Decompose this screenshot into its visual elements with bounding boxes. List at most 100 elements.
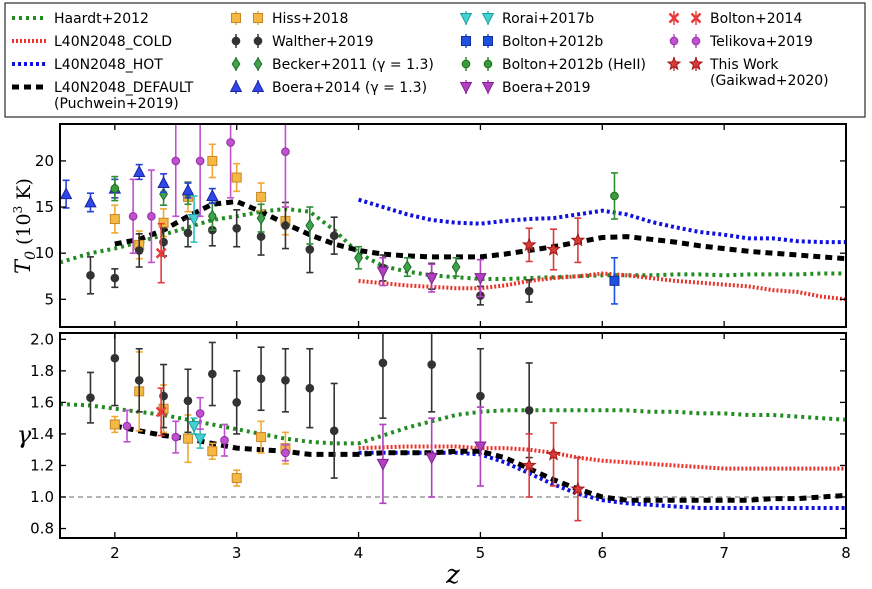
legend-entry-boera-2019: Boera+2019 [459, 80, 590, 96]
top-point-hiss-2018 [231, 162, 242, 193]
bottom-point-hiss-2018 [109, 415, 120, 434]
bottom-point-walther-2019 [281, 347, 290, 413]
legend-marker-circle [253, 36, 263, 46]
legend-marker-triangle-down [459, 13, 473, 25]
top-point-walther-2019 [524, 279, 534, 303]
marker-triangle-down [376, 458, 390, 471]
marker-square [109, 214, 120, 225]
top-point-bolton-2012b [609, 256, 620, 305]
marker-triangle-down [425, 452, 438, 465]
marker-circle [232, 223, 242, 233]
marker-square [231, 473, 242, 484]
legend-marker-star [688, 56, 704, 71]
top-point-boera-2019 [376, 256, 390, 287]
bottom-point-telikova-2019 [171, 420, 181, 454]
legend-label-sub: (Gaikwad+2020) [710, 73, 829, 89]
marker-circle [610, 191, 619, 201]
bottom-y-axis-label: γ [17, 421, 32, 449]
marker-x [155, 406, 167, 418]
top-point-bolton-2012b-heii [610, 172, 619, 220]
legend-label: Telikova+2019 [709, 34, 813, 50]
bottom-axes-frame [59, 332, 847, 539]
top-point-telikova-2019 [128, 178, 138, 254]
marker-square [207, 446, 218, 457]
y-tick-label: 1.2 [30, 456, 54, 474]
legend-label: Boera+2014 (γ = 1.3) [272, 80, 427, 96]
marker-circle [171, 432, 181, 442]
marker-circle [134, 375, 144, 385]
bottom-point-walther-2019 [159, 363, 168, 429]
legend-marker-square [253, 13, 263, 23]
y-tick-label: 20 [35, 152, 54, 170]
marker-circle [208, 369, 217, 379]
y-tick-label: 10 [35, 244, 54, 262]
legend-entry-hiss-2018: Hiss+2018 [231, 11, 348, 27]
top-point-becker-2011 [256, 203, 266, 233]
marker-triangle-down [187, 421, 201, 433]
legend-entry-l40n2048-cold: L40N2048_COLD [12, 34, 172, 50]
marker-triangle-up [132, 165, 146, 177]
top-point-bolton-2012b-heii [110, 175, 120, 202]
top-point-telikova-2019 [281, 124, 290, 208]
y-tick-label: 1.0 [30, 488, 54, 506]
legend-marker-square [483, 36, 493, 46]
legend-label: Walther+2019 [272, 34, 374, 50]
legend-label: L40N2048_COLD [54, 34, 172, 50]
legend-label: Bolton+2012b [502, 34, 603, 50]
top-line-l40n2048-hot [358, 197, 846, 245]
legend-entry-bolton-2014: Bolton+2014 [668, 11, 802, 27]
top-point-walther-2019 [281, 201, 290, 250]
top-line-l40n2048-cold [358, 271, 846, 302]
top-point-hiss-2018 [109, 204, 120, 234]
bottom-point-telikova-2019 [195, 396, 205, 430]
bottom-point-walther-2019 [110, 333, 120, 407]
marker-circle [110, 353, 120, 363]
top-panel: 5 10 15 20 T0 (103 K) [11, 123, 847, 328]
bottom-point-walther-2019 [208, 341, 217, 407]
marker-circle [476, 391, 485, 401]
top-point-boera-2014 [206, 187, 219, 205]
marker-star [570, 232, 586, 247]
y-tick-label: 2.0 [30, 330, 54, 348]
marker-circle [183, 228, 193, 238]
marker-circle [110, 184, 120, 193]
top-point-walther-2019 [329, 216, 339, 255]
bottom-point-this-work-gaikwad-2020 [546, 422, 561, 487]
top-point-boera-2014 [181, 182, 195, 199]
top-point-boera-2014 [132, 163, 146, 181]
marker-circle [134, 246, 144, 255]
top-data-points [60, 124, 620, 306]
x-tick-label: 2 [110, 544, 120, 562]
y-tick-label: 5 [44, 290, 54, 308]
marker-diamond [451, 260, 461, 274]
marker-star [521, 237, 537, 252]
legend-entry-this-work: This Work(Gaikwad+2020) [666, 56, 829, 89]
bottom-point-hiss-2018 [231, 469, 242, 487]
legend-marker-x [668, 12, 680, 24]
top-line-haardt-2012 [60, 206, 846, 281]
legend-label: Hiss+2018 [272, 11, 348, 27]
marker-circle [195, 156, 205, 166]
marker-triangle-down [425, 273, 438, 286]
x-tick-label: 3 [232, 544, 242, 562]
top-point-telikova-2019 [171, 124, 181, 218]
bottom-panel: 0.8 1.0 1.2 1.4 1.6 1.8 2.0 2 3 4 5 6 7 8 γ z [17, 330, 851, 589]
marker-triangle-up [60, 187, 73, 200]
bottom-point-walther-2019 [134, 347, 144, 413]
legend-marker-triangle-down [481, 82, 495, 94]
marker-triangle-down [187, 214, 201, 226]
marker-circle [183, 396, 193, 406]
bottom-point-this-work-gaikwad-2020 [521, 433, 537, 498]
marker-circle [195, 409, 205, 418]
bottom-point-walther-2019 [256, 346, 266, 412]
marker-circle [281, 375, 290, 385]
marker-circle [427, 360, 436, 369]
legend-label: L40N2048_HOT [54, 57, 163, 73]
marker-circle [226, 138, 235, 147]
bottom-point-boera-2019 [376, 423, 390, 505]
legend-label: Bolton+2014 [710, 11, 802, 27]
marker-triangle-down [376, 266, 390, 279]
marker-circle [378, 358, 388, 368]
marker-circle [256, 374, 266, 384]
marker-circle [147, 211, 156, 221]
